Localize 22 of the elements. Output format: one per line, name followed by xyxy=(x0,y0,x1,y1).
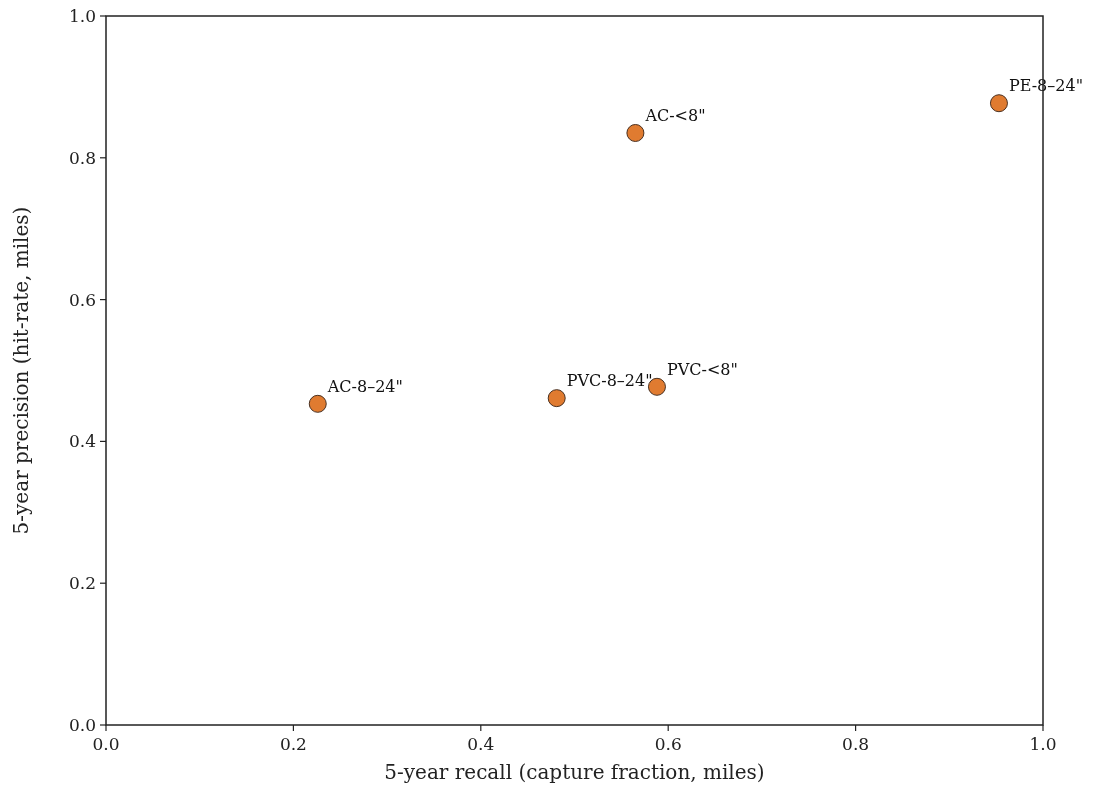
y-tick-label: 0.0 xyxy=(68,714,96,735)
point xyxy=(308,394,327,413)
x-tick-label: 0.6 xyxy=(654,734,682,754)
y-axis-title: 5-year precision (hit-rate, miles) xyxy=(9,206,33,535)
annotation: PVC-8–24" xyxy=(566,371,653,391)
y-tick-label: 0.2 xyxy=(68,573,96,594)
y-tick-label: 1.0 xyxy=(68,5,96,26)
x-tick-label: 0.8 xyxy=(842,734,870,754)
annotation: AC-<8" xyxy=(644,105,706,125)
y-tick-label: 0.6 xyxy=(68,289,96,310)
y-tick-label: 0.8 xyxy=(68,147,96,168)
point xyxy=(989,94,1008,113)
point xyxy=(626,124,645,142)
x-tick-label: 0.0 xyxy=(92,734,120,754)
y-tick-label: 0.4 xyxy=(68,431,96,452)
annotation: AC-8–24" xyxy=(326,376,403,396)
annotation: PVC-<8" xyxy=(666,359,738,379)
x-tick-label: 0.4 xyxy=(467,734,495,754)
point xyxy=(547,389,566,408)
x-tick-label: 1.0 xyxy=(1029,734,1057,754)
x-tick-label: 0.2 xyxy=(279,734,307,754)
x-axis-title: 5-year recall (capture fraction, miles) xyxy=(384,760,765,784)
